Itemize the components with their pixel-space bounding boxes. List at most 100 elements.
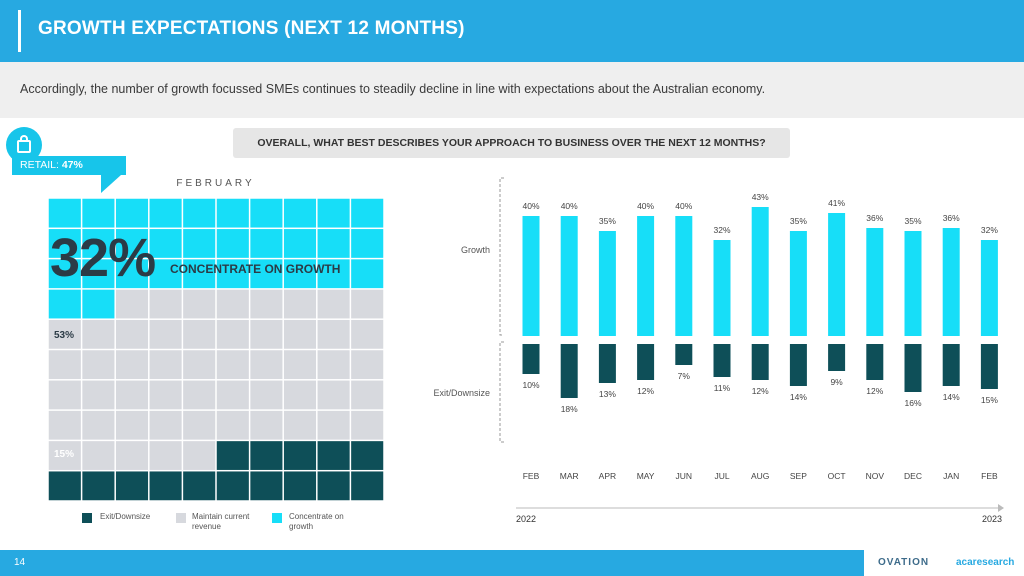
waffle-cell-exit (317, 441, 350, 470)
waffle-cell-growth (317, 198, 350, 228)
subtitle-text: Accordingly, the number of growth focuss… (20, 82, 766, 96)
ovation-logo: OVATION (878, 557, 930, 568)
waffle-cell-exit (317, 471, 350, 501)
waffle-cell-maintain (317, 289, 350, 319)
waffle-cell-maintain (82, 350, 115, 380)
data-label-exit: 16% (904, 398, 921, 408)
waffle-cell-maintain (283, 289, 317, 319)
waffle-cell-maintain (216, 380, 249, 410)
waffle-cell-growth (183, 229, 216, 258)
monthly-bar-chart: Growth Exit/Downsize 40% 10% FEB 40% 18% MAR 35%… (433, 177, 1004, 512)
waffle-cell-growth (48, 198, 81, 228)
waffle-cell-maintain (183, 441, 216, 470)
bar-exit (560, 344, 578, 398)
waffle-cell-maintain (149, 289, 182, 319)
waffle-cell-maintain (82, 410, 115, 440)
waffle-cell-maintain (283, 319, 317, 349)
page-number: 14 (14, 557, 26, 568)
waffle-cell-maintain (149, 350, 182, 380)
waffle-cell-growth (317, 229, 350, 258)
waffle-cell-maintain (149, 410, 182, 440)
waffle-cell-maintain (48, 350, 81, 380)
month-tick-label: JAN (943, 471, 959, 481)
bar-growth (522, 216, 540, 336)
waffle-cell-maintain (115, 319, 149, 349)
subtitle-band: Accordingly, the number of growth focuss… (0, 62, 1024, 118)
data-label-exit: 12% (752, 386, 769, 396)
header-bar: GROWTH EXPECTATIONS (NEXT 12 MONTHS) (0, 0, 1024, 62)
waffle-cell-maintain (216, 410, 249, 440)
bar-growth (942, 228, 960, 336)
waffle-cell-maintain (317, 350, 350, 380)
waffle-cell-maintain (149, 319, 182, 349)
waffle-cell-maintain (351, 319, 384, 349)
waffle-cell-maintain (82, 380, 115, 410)
question-box: OVERALL, WHAT BEST DESCRIBES YOUR APPROA… (233, 128, 790, 158)
waffle-cell-maintain (183, 289, 216, 319)
data-label-exit: 18% (561, 404, 578, 414)
waffle-cell-maintain (115, 380, 149, 410)
legend-label-exit: Exit/Downsize (100, 512, 151, 521)
maintain-value-label: 53% (54, 330, 75, 341)
waffle-cell-growth (250, 229, 283, 258)
waffle-cell-maintain (250, 319, 283, 349)
waffle-cell-maintain (283, 380, 317, 410)
legend-swatch-exit (82, 513, 92, 523)
data-label-exit: 7% (678, 371, 691, 381)
series-label-growth: Growth (461, 245, 490, 255)
bar-exit (713, 344, 731, 377)
waffle-cell-growth (149, 198, 182, 228)
retail-value: 47% (61, 159, 83, 171)
data-label-growth: 35% (904, 216, 921, 226)
waffle-cell-growth (183, 198, 216, 228)
waffle-month-label: FEBRUARY (176, 178, 255, 189)
footer-bar: 14 OVATION acaresearch (0, 550, 1024, 576)
waffle-cell-maintain (317, 410, 350, 440)
waffle-cell-maintain (82, 441, 115, 470)
data-label-growth: 32% (981, 225, 998, 235)
waffle-cell-maintain (115, 410, 149, 440)
waffle-cell-exit (183, 471, 216, 501)
waffle-cell-exit (48, 471, 81, 501)
waffle-cell-growth (250, 259, 283, 289)
waffle-cell-maintain (250, 380, 283, 410)
bar-growth (904, 231, 922, 336)
waffle-cell-maintain (351, 350, 384, 380)
waffle-cell-maintain (115, 350, 149, 380)
waffle-cell-growth (48, 289, 81, 319)
series-label-exit: Exit/Downsize (433, 388, 490, 398)
month-tick-label: MAY (637, 471, 655, 481)
waffle-cell-maintain (82, 319, 115, 349)
bar-growth (789, 231, 807, 336)
data-label-growth: 35% (599, 216, 616, 226)
waffle-cell-growth (149, 259, 182, 289)
waffle-cell-maintain (283, 350, 317, 380)
waffle-cell-exit (115, 471, 149, 501)
waffle-cell-maintain (250, 410, 283, 440)
waffle-cell-maintain (149, 441, 182, 470)
waffle-cell-maintain (351, 289, 384, 319)
bar-growth (675, 216, 693, 336)
data-label-growth: 32% (713, 225, 730, 235)
bar-growth (828, 213, 846, 336)
waffle-cell-growth (48, 259, 81, 289)
growth-big-caption: CONCENTRATE ON GROWTH (170, 262, 341, 276)
bar-exit (828, 344, 846, 371)
bar-exit (942, 344, 960, 386)
bag-body (17, 140, 31, 153)
waffle-cell-maintain (216, 289, 249, 319)
data-label-exit: 15% (981, 395, 998, 405)
bar-exit (751, 344, 769, 380)
retail-badge: RETAIL: 47% (12, 156, 126, 175)
waffle-cell-growth (115, 259, 149, 289)
data-label-growth: 40% (675, 201, 692, 211)
waffle-cell-growth (48, 229, 81, 258)
waffle-cell-growth (216, 198, 249, 228)
data-label-exit: 11% (714, 383, 731, 393)
waffle-cell-maintain (115, 441, 149, 470)
waffle-cell-growth (216, 229, 249, 258)
month-tick-label: JUN (676, 471, 693, 481)
waffle-cell-maintain (149, 380, 182, 410)
data-label-exit: 14% (943, 392, 960, 402)
page-title: GROWTH EXPECTATIONS (NEXT 12 MONTHS) (38, 18, 465, 39)
